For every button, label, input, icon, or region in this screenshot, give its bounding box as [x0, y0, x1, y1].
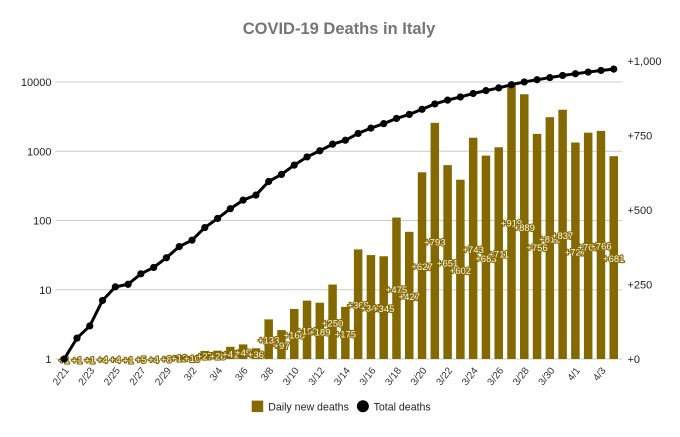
svg-text:+345: +345 [373, 304, 394, 315]
svg-text:+500: +500 [628, 205, 653, 217]
svg-text:Total deaths: Total deaths [374, 401, 431, 413]
svg-text:10000: 10000 [21, 77, 52, 89]
svg-text:+1,000: +1,000 [628, 56, 662, 68]
svg-text:+97: +97 [273, 341, 289, 352]
svg-text:+711: +711 [488, 250, 509, 261]
svg-text:1: 1 [45, 354, 51, 366]
svg-text:+681: +681 [603, 254, 624, 265]
svg-text:+793: +793 [424, 237, 445, 248]
svg-text:+0: +0 [628, 354, 641, 366]
svg-text:+750: +750 [628, 131, 653, 143]
svg-text:+837: +837 [552, 231, 573, 242]
svg-text:+1: +1 [84, 355, 95, 366]
svg-text:+4: +4 [110, 355, 121, 366]
svg-text:10: 10 [39, 285, 51, 297]
svg-text:1000: 1000 [27, 146, 51, 158]
svg-text:+1: +1 [123, 355, 134, 366]
svg-text:+1: +1 [72, 355, 83, 366]
svg-text:+427: +427 [399, 292, 420, 303]
svg-text:+5: +5 [135, 355, 146, 366]
svg-text:+250: +250 [322, 318, 343, 329]
svg-text:+627: +627 [411, 262, 432, 273]
svg-text:+36: +36 [248, 350, 264, 361]
svg-text:+889: +889 [514, 223, 535, 234]
svg-text:Daily new deaths: Daily new deaths [268, 401, 349, 413]
svg-text:+766: +766 [590, 241, 611, 252]
svg-text:+250: +250 [628, 280, 653, 292]
svg-text:+175: +175 [335, 329, 356, 340]
svg-text:+4: +4 [97, 355, 108, 366]
svg-text:+4: +4 [148, 355, 159, 366]
svg-text:100: 100 [33, 216, 51, 228]
svg-text:+602: +602 [450, 266, 471, 277]
svg-text:COVID-19 Deaths in Italy: COVID-19 Deaths in Italy [243, 20, 436, 38]
